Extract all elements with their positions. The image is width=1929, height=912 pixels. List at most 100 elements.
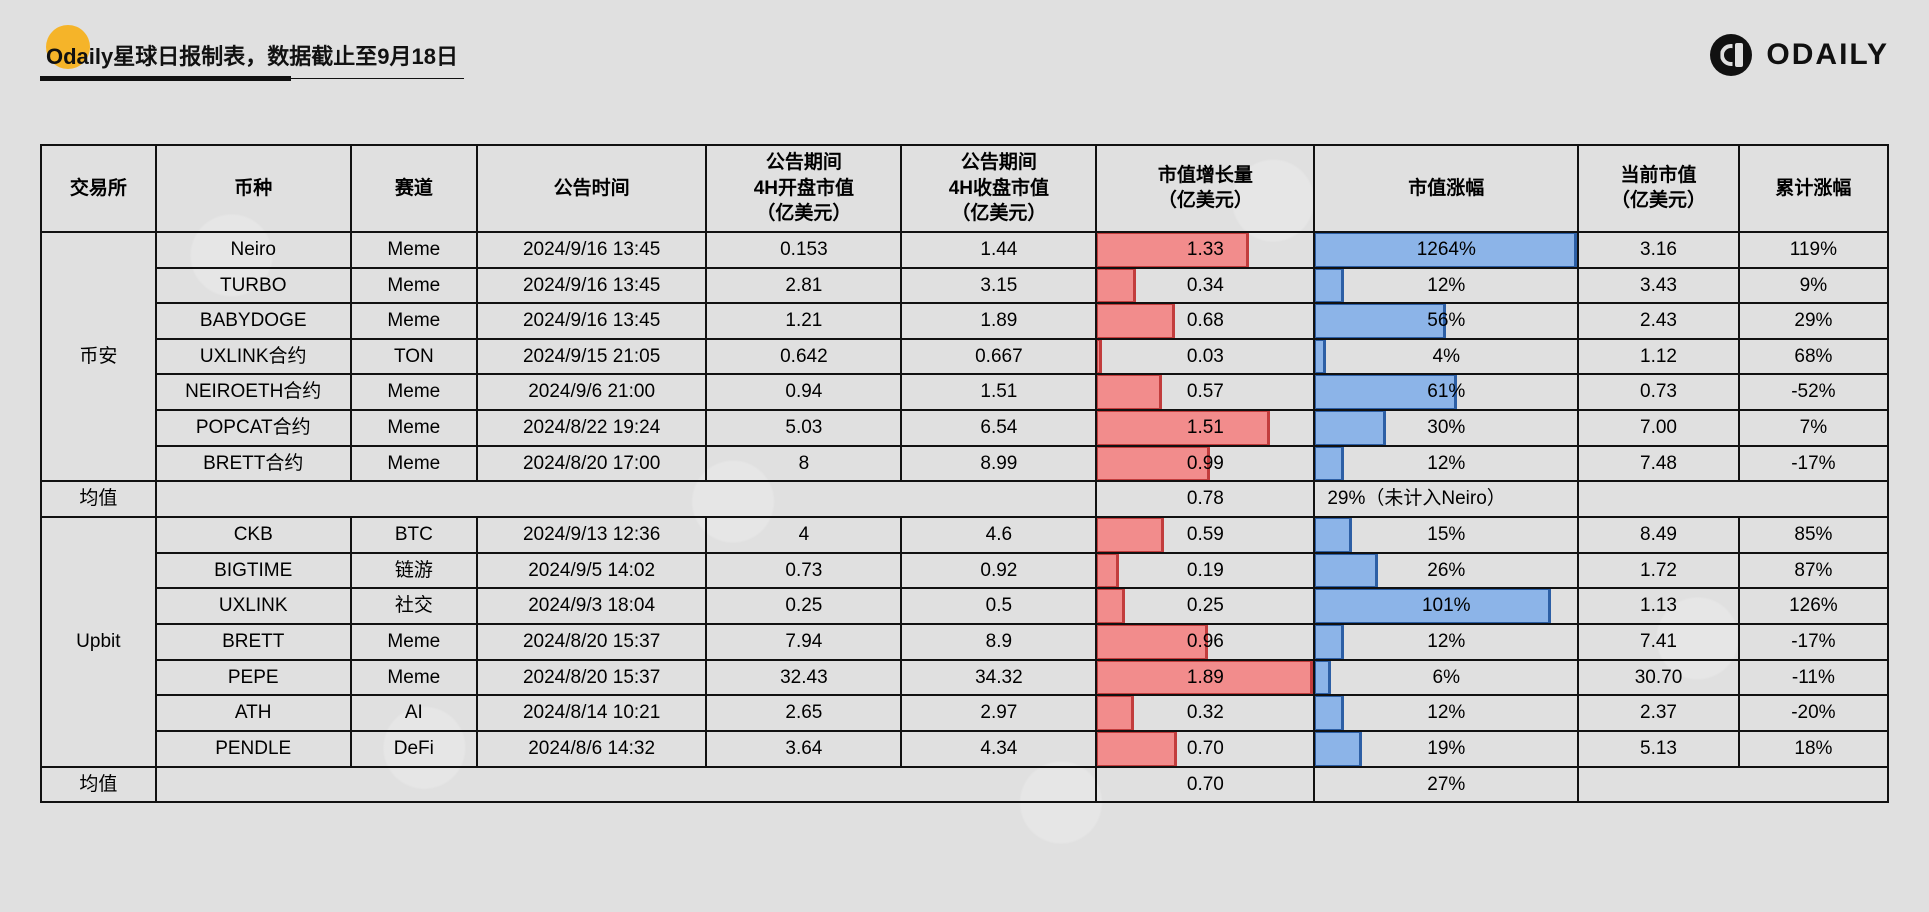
cell-time: 2024/8/20 15:37 — [477, 660, 706, 696]
brand-block: ODAILY — [1710, 34, 1889, 76]
cell-close: 0.5 — [901, 588, 1096, 624]
bar-cell: 1.33 — [1096, 232, 1314, 268]
cell-coin: BRETT — [156, 624, 351, 660]
avg-growth: 0.70 — [1096, 767, 1314, 803]
cell-now: 7.48 — [1578, 446, 1739, 482]
cell-coin: BRETT合约 — [156, 446, 351, 482]
bar-label: 12% — [1315, 625, 1577, 659]
col-header-3: 公告时间 — [477, 145, 706, 232]
bar-label: 0.68 — [1097, 304, 1313, 338]
cell-cum: -52% — [1739, 374, 1888, 410]
bar-cell: 0.34 — [1096, 268, 1314, 304]
table-row: ATHAI2024/8/14 10:212.652.970.3212%2.37-… — [41, 695, 1888, 731]
avg-rise: 29%（未计入Neiro） — [1314, 481, 1578, 517]
table-row: BRETTMeme2024/8/20 15:377.948.90.9612%7.… — [41, 624, 1888, 660]
table-row: PENDLEDeFi2024/8/6 14:323.644.340.7019%5… — [41, 731, 1888, 767]
cell-open: 4 — [706, 517, 901, 553]
bar-cell: 12% — [1314, 695, 1578, 731]
bar-label: 0.99 — [1097, 447, 1313, 481]
cell-close: 8.9 — [901, 624, 1096, 660]
cell-open: 2.81 — [706, 268, 901, 304]
cell-coin: PEPE — [156, 660, 351, 696]
cell-now: 8.49 — [1578, 517, 1739, 553]
bar-label: 61% — [1315, 375, 1577, 409]
avg-row: 均值0.7829%（未计入Neiro） — [41, 481, 1888, 517]
cell-cum: 87% — [1739, 553, 1888, 589]
col-header-7: 市值涨幅 — [1314, 145, 1578, 232]
cell-cum: -17% — [1739, 624, 1888, 660]
cell-track: 链游 — [351, 553, 477, 589]
cell-track: Meme — [351, 374, 477, 410]
bar-label: 0.03 — [1097, 340, 1313, 374]
bar-label: 6% — [1315, 661, 1577, 695]
cell-time: 2024/8/20 15:37 — [477, 624, 706, 660]
cell-close: 2.97 — [901, 695, 1096, 731]
bar-label: 0.59 — [1097, 518, 1313, 552]
bar-cell: 0.68 — [1096, 303, 1314, 339]
cell-close: 8.99 — [901, 446, 1096, 482]
cell-coin: BIGTIME — [156, 553, 351, 589]
cell-cum: 119% — [1739, 232, 1888, 268]
col-header-4: 公告期间4H开盘市值（亿美元） — [706, 145, 901, 232]
avg-row: 均值0.7027% — [41, 767, 1888, 803]
bar-cell: 1.51 — [1096, 410, 1314, 446]
brand-logo-icon — [1710, 34, 1752, 76]
exchange-cell: 币安 — [41, 232, 156, 481]
cell-time: 2024/8/22 19:24 — [477, 410, 706, 446]
cell-now: 2.37 — [1578, 695, 1739, 731]
bar-cell: 101% — [1314, 588, 1578, 624]
avg-blank — [156, 767, 1097, 803]
bar-label: 12% — [1315, 447, 1577, 481]
cell-now: 3.43 — [1578, 268, 1739, 304]
bar-label: 0.70 — [1097, 732, 1313, 766]
cell-close: 0.92 — [901, 553, 1096, 589]
cell-track: Meme — [351, 232, 477, 268]
col-header-5: 公告期间4H收盘市值（亿美元） — [901, 145, 1096, 232]
cell-coin: UXLINK — [156, 588, 351, 624]
bar-cell: 0.25 — [1096, 588, 1314, 624]
col-header-0: 交易所 — [41, 145, 156, 232]
avg-tail — [1578, 767, 1888, 803]
cell-now: 7.00 — [1578, 410, 1739, 446]
cell-close: 0.667 — [901, 339, 1096, 375]
cell-time: 2024/8/6 14:32 — [477, 731, 706, 767]
bar-cell: 26% — [1314, 553, 1578, 589]
title-wrap: Odaily星球日报制表，数据截止至9月18日 — [40, 39, 458, 71]
cell-open: 32.43 — [706, 660, 901, 696]
cell-close: 6.54 — [901, 410, 1096, 446]
cell-cum: -20% — [1739, 695, 1888, 731]
bar-cell: 56% — [1314, 303, 1578, 339]
cell-now: 1.13 — [1578, 588, 1739, 624]
bar-cell: 0.99 — [1096, 446, 1314, 482]
bar-label: 19% — [1315, 732, 1577, 766]
cell-cum: 7% — [1739, 410, 1888, 446]
cell-track: BTC — [351, 517, 477, 553]
bar-label: 101% — [1315, 589, 1577, 623]
bar-label: 1.33 — [1097, 233, 1313, 267]
bar-label: 26% — [1315, 554, 1577, 588]
brand-text: ODAILY — [1766, 38, 1889, 72]
cell-cum: -17% — [1739, 446, 1888, 482]
cell-open: 8 — [706, 446, 901, 482]
avg-label: 均值 — [41, 481, 156, 517]
cell-coin: UXLINK合约 — [156, 339, 351, 375]
table-row: 币安NeiroMeme2024/9/16 13:450.1531.441.331… — [41, 232, 1888, 268]
cell-time: 2024/9/6 21:00 — [477, 374, 706, 410]
page-content: Odaily星球日报制表，数据截止至9月18日 ODAILY 交易所币种赛道公告… — [0, 0, 1929, 803]
table-body: 币安NeiroMeme2024/9/16 13:450.1531.441.331… — [41, 232, 1888, 802]
bar-label: 15% — [1315, 518, 1577, 552]
cell-cum: -11% — [1739, 660, 1888, 696]
table-row: NEIROETH合约Meme2024/9/6 21:000.941.510.57… — [41, 374, 1888, 410]
cell-track: 社交 — [351, 588, 477, 624]
bar-cell: 0.70 — [1096, 731, 1314, 767]
cell-now: 2.43 — [1578, 303, 1739, 339]
cell-coin: PENDLE — [156, 731, 351, 767]
bar-label: 1.89 — [1097, 661, 1313, 695]
table-row: UXLINK合约TON2024/9/15 21:050.6420.6670.03… — [41, 339, 1888, 375]
bar-cell: 0.32 — [1096, 695, 1314, 731]
cell-cum: 126% — [1739, 588, 1888, 624]
bar-label: 0.57 — [1097, 375, 1313, 409]
cell-coin: ATH — [156, 695, 351, 731]
cell-open: 3.64 — [706, 731, 901, 767]
cell-track: Meme — [351, 624, 477, 660]
